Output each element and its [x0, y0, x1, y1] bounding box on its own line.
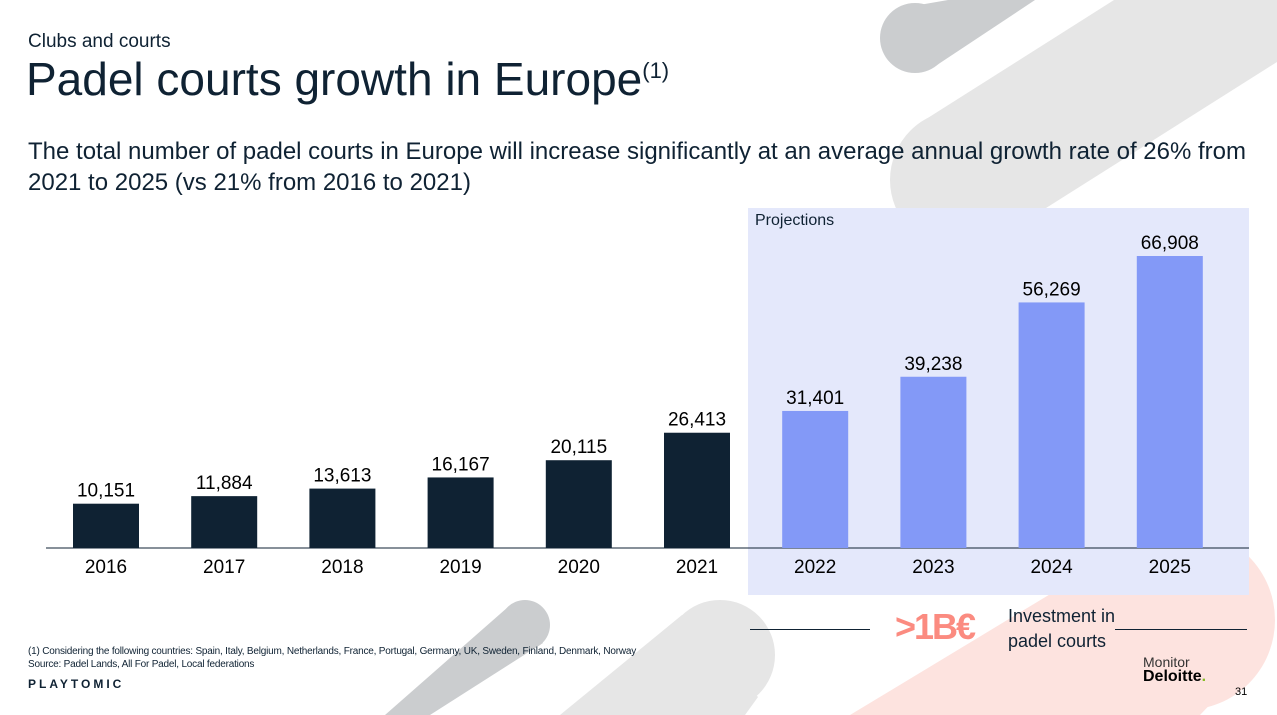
- page-title: Padel courts growth in Europe(1): [26, 52, 669, 106]
- footnote-ref: (1): [642, 58, 670, 83]
- footnote: (1) Considering the following countries:…: [28, 645, 636, 671]
- bar-2021: [664, 432, 730, 548]
- bar-2019: [427, 477, 494, 548]
- investment-label-line1: Investment in: [1008, 606, 1116, 626]
- data-label-2019: 16,167: [432, 454, 490, 475]
- data-label-2021: 26,413: [668, 410, 726, 431]
- data-label-2023: 39,238: [904, 354, 962, 375]
- bar-2018: [309, 488, 376, 548]
- playtomic-logo: PLAYTOMIC: [28, 677, 125, 691]
- x-tick-2017: 2017: [203, 557, 245, 578]
- source-note: Source: Padel Lands, All For Padel, Loca…: [28, 659, 255, 670]
- x-tick-2016: 2016: [85, 557, 127, 578]
- partner-logo-line1: Monitor: [1143, 654, 1190, 670]
- bar-2017: [191, 496, 258, 548]
- x-tick-2025: 2025: [1149, 557, 1191, 578]
- page-number: 31: [1235, 686, 1248, 698]
- bar-2025: [1136, 256, 1203, 548]
- x-tick-2023: 2023: [912, 557, 954, 578]
- partner-dot: .: [1201, 668, 1207, 685]
- x-tick-2022: 2022: [794, 557, 836, 578]
- x-tick-2021: 2021: [676, 557, 718, 578]
- bar-2020: [545, 460, 612, 548]
- bar-2023: [900, 376, 967, 548]
- bar-2024: [1018, 302, 1085, 548]
- partner-logo-line2: Deloitte.: [1143, 668, 1206, 686]
- x-tick-2019: 2019: [439, 557, 481, 578]
- section-kicker: Clubs and courts: [28, 31, 171, 52]
- bar-2016: [73, 503, 139, 548]
- investment-label-line2: padel courts: [1008, 631, 1107, 651]
- projection-label: Projections: [755, 212, 835, 229]
- data-label-2025: 66,908: [1141, 233, 1199, 254]
- arrow-right: [1115, 629, 1247, 630]
- arrow-left: [750, 629, 870, 630]
- x-tick-2020: 2020: [558, 557, 600, 578]
- data-label-2022: 31,401: [786, 388, 844, 409]
- footnote-countries: (1) Considering the following countries:…: [28, 646, 637, 657]
- partner-name: Deloitte: [1143, 668, 1202, 685]
- data-label-2017: 11,884: [196, 473, 253, 494]
- bar-2022: [782, 410, 849, 548]
- data-label-2018: 13,613: [313, 466, 371, 487]
- data-label-2020: 20,115: [550, 437, 607, 458]
- x-tick-2018: 2018: [321, 557, 363, 578]
- investment-label: Investment in padel courts: [1008, 604, 1115, 654]
- page-title-text: Padel courts growth in Europe: [26, 53, 643, 105]
- data-label-2024: 56,269: [1023, 279, 1081, 300]
- investment-value: >1B€: [895, 606, 976, 647]
- page-subtitle: The total number of padel courts in Euro…: [28, 138, 1246, 196]
- x-tick-2024: 2024: [1030, 557, 1073, 578]
- data-label-2016: 10,151: [77, 481, 135, 502]
